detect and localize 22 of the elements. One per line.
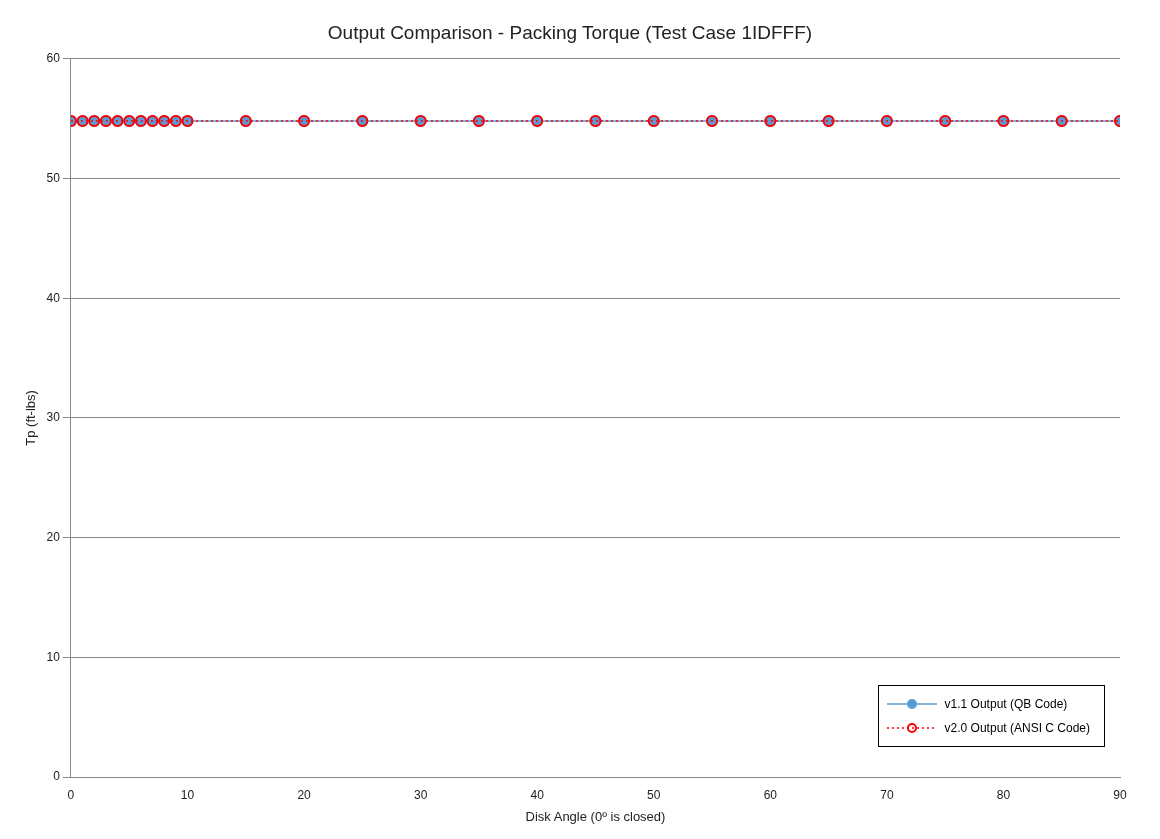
y-tick-label: 60 xyxy=(46,51,61,66)
x-tick-label: 10 xyxy=(180,787,195,802)
x-tick-label: 0 xyxy=(67,787,75,802)
x-axis-title: Disk Angle (0º is closed) xyxy=(525,808,666,824)
y-tick-label: 50 xyxy=(46,170,61,185)
y-tick-label: 0 xyxy=(53,769,61,784)
y-tick-label: 30 xyxy=(46,410,61,425)
x-tick-label: 90 xyxy=(1113,787,1127,802)
legend-label: v1.1 Output (QB Code) xyxy=(944,697,1068,711)
y-tick-label: 20 xyxy=(46,529,61,544)
y-axis-title: Tp (ft-lbs) xyxy=(23,390,39,446)
legend-label: v2.0 Output (ANSI C Code) xyxy=(944,721,1090,735)
x-tick-label: 70 xyxy=(880,787,894,802)
x-tick-label: 80 xyxy=(996,787,1011,802)
x-tick-label: 30 xyxy=(413,787,428,802)
x-tick-label: 20 xyxy=(297,787,312,802)
y-tick-label: 40 xyxy=(46,290,61,305)
chart-title: Output Comparison - Packing Torque (Test Case 1IDFFF) xyxy=(327,21,813,43)
x-tick-label: 50 xyxy=(647,787,661,802)
x-tick-label: 60 xyxy=(763,787,778,802)
y-tick-label: 10 xyxy=(46,649,61,664)
x-tick-label: 40 xyxy=(530,787,545,802)
